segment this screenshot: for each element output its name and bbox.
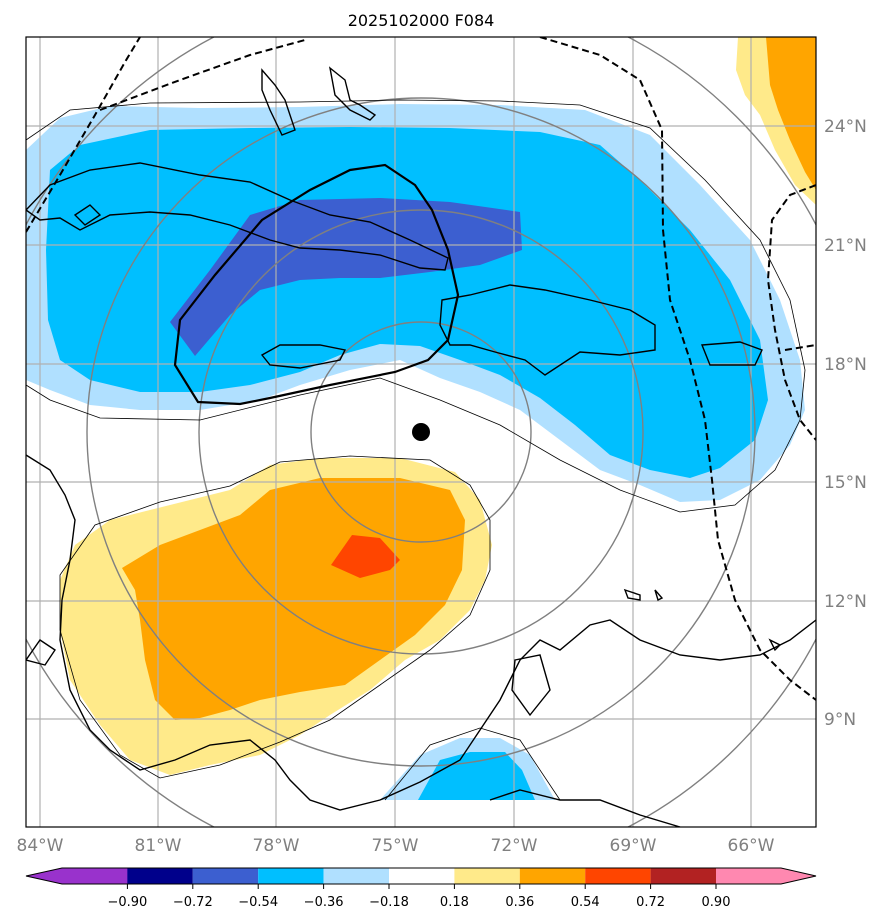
thin-contour-south: [59, 455, 491, 779]
lon-label: 84°W: [17, 836, 64, 856]
colorbar-swatch: [716, 868, 781, 884]
lat-label: 24°N: [824, 117, 867, 137]
lon-label: 78°W: [253, 836, 300, 856]
lat-label: 9°N: [824, 710, 856, 730]
colorbar-swatch: [389, 868, 455, 884]
lon-label: 66°W: [728, 836, 775, 856]
colorbar-swatch: [585, 868, 651, 884]
colorbar-tick-label: 0.18: [440, 895, 469, 910]
dashed-contours: [26, 37, 816, 701]
lat-label: 21°N: [824, 236, 867, 256]
colorbar-tick-label: 0.54: [571, 895, 600, 910]
thin-contour-north: [26, 99, 806, 513]
lat-label: 12°N: [824, 592, 867, 612]
colorbar-tick-label: 0.72: [636, 895, 665, 910]
colorbar-tick-label: −0.36: [304, 895, 344, 910]
colorbar-tick-label: −0.90: [107, 895, 147, 910]
colorbar-swatch: [454, 868, 520, 884]
map-panel: [26, 37, 816, 827]
thin-contour-se: [384, 727, 561, 801]
shade-blue-north: [46, 127, 768, 478]
coastlines: [26, 66, 816, 827]
colorbar-swatch: [62, 868, 128, 884]
lon-label: 69°W: [610, 836, 657, 856]
shade-orange-ne: [766, 37, 816, 190]
shade-red-orange: [331, 535, 400, 578]
colorbar-tick-label: 0.90: [702, 895, 731, 910]
colorbar-swatch: [127, 868, 193, 884]
colorbar-swatch: [258, 868, 324, 884]
colorbar-outline: [25, 867, 817, 885]
colorbar-swatch: [519, 868, 586, 884]
map-frame: [25, 36, 817, 828]
colorbar-tick-label: −0.54: [238, 895, 278, 910]
shade-dark-blue: [170, 198, 522, 356]
distance-rings: [26, 37, 816, 827]
figure-title: 2025102000 F084: [348, 11, 495, 30]
lon-label: 75°W: [372, 836, 419, 856]
storm-center-marker: [412, 423, 430, 441]
shade-blue-south: [418, 752, 535, 800]
lon-axis: 84°W 81°W 78°W 75°W 72°W 69°W 66°W: [17, 836, 775, 856]
colorbar-extend-low: [26, 868, 62, 884]
colorbar-tick-label: 0.36: [505, 895, 534, 910]
lat-label: 18°N: [824, 355, 867, 375]
thick-contour: [173, 163, 460, 406]
lat-axis: 24°N 21°N 18°N 15°N 12°N 9°N: [824, 117, 867, 730]
lat-label: 15°N: [824, 473, 867, 493]
colorbar: −0.90 −0.72 −0.54 −0.36 −0.18 0.18 0.36 …: [25, 867, 817, 910]
colorbar-tick-label: −0.18: [369, 895, 409, 910]
colorbar-swatch: [650, 868, 716, 884]
lon-label: 81°W: [135, 836, 182, 856]
lon-label: 72°W: [491, 836, 538, 856]
colorbar-swatch: [192, 868, 259, 884]
colorbar-swatch: [323, 868, 389, 884]
colorbar-extend-high: [781, 868, 816, 884]
colorbar-tick-label: −0.72: [173, 895, 213, 910]
